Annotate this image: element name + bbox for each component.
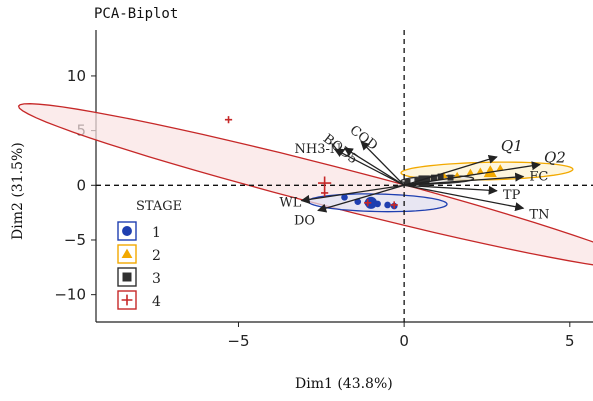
loading-label-q2: Q2 [544,149,566,167]
point-stage-2 [476,167,484,174]
point-stage-3 [404,179,411,186]
point-stage-3 [430,174,437,181]
point-stage-1 [341,194,348,201]
point-stage-2 [496,164,504,171]
loading-arrow-q2 [404,161,541,186]
loading-label-do: DO [294,213,315,228]
loading-label-fc: FC [529,170,548,185]
point-stage-4 [224,116,233,124]
loading-label-tn: TN [529,207,549,222]
y-tick-label: 0 [76,176,86,194]
chart-title: PCA-Biplot [94,6,179,22]
legend-label-stage-2: 2 [152,248,161,264]
y-tick-label: −10 [54,286,86,304]
x-axis-label: Dim1 (43.8%) [295,376,393,392]
loading-label-q1: Q1 [501,137,523,155]
legend-label-stage-1: 1 [152,225,161,241]
legend-label-stage-4: 4 [152,294,161,310]
legend-marker-stage-4 [121,294,133,306]
loading-arrow-bod5 [343,147,405,186]
y-tick-label: 10 [67,67,86,85]
x-tick-label: −5 [227,332,249,350]
centroid-stage-3 [418,175,430,187]
point-stage-4 [364,199,372,207]
x-tick-label: 0 [399,332,409,350]
legend-marker-stage-2 [121,248,133,259]
loading-arrow-do [317,184,405,213]
loading-label-tp: TP [503,188,521,203]
centroid-stage-4 [318,176,332,190]
point-stage-1 [354,198,362,206]
loading-arrow-fc [404,172,525,186]
legend-marker-stage-1 [122,226,132,236]
loading-arrow-wl [300,184,405,204]
y-tick-label: −5 [64,231,86,249]
legend-marker-stage-3 [122,272,132,282]
loading-arrow-tn [404,184,525,212]
point-stage-2 [466,168,475,175]
point-stage-1 [384,201,391,209]
point-stage-4 [390,201,398,209]
loading-arrow-nh3-n [333,148,405,186]
point-stage-3 [437,173,444,180]
centroid-stage-2 [483,165,497,178]
confidence-ellipse-stage-4 [17,103,593,266]
loading-label-nh3-n: NH3-N [295,142,342,157]
loading-arrow-tp [404,184,498,195]
legend-label-stage-3: 3 [152,271,161,287]
x-tick-label: 5 [565,332,575,350]
loading-arrow-cod [360,140,405,186]
legend-title: STAGE [136,199,182,214]
point-stage-4 [321,189,329,197]
loading-label-wl: WL [279,196,301,211]
loading-arrow-q1 [403,154,498,186]
